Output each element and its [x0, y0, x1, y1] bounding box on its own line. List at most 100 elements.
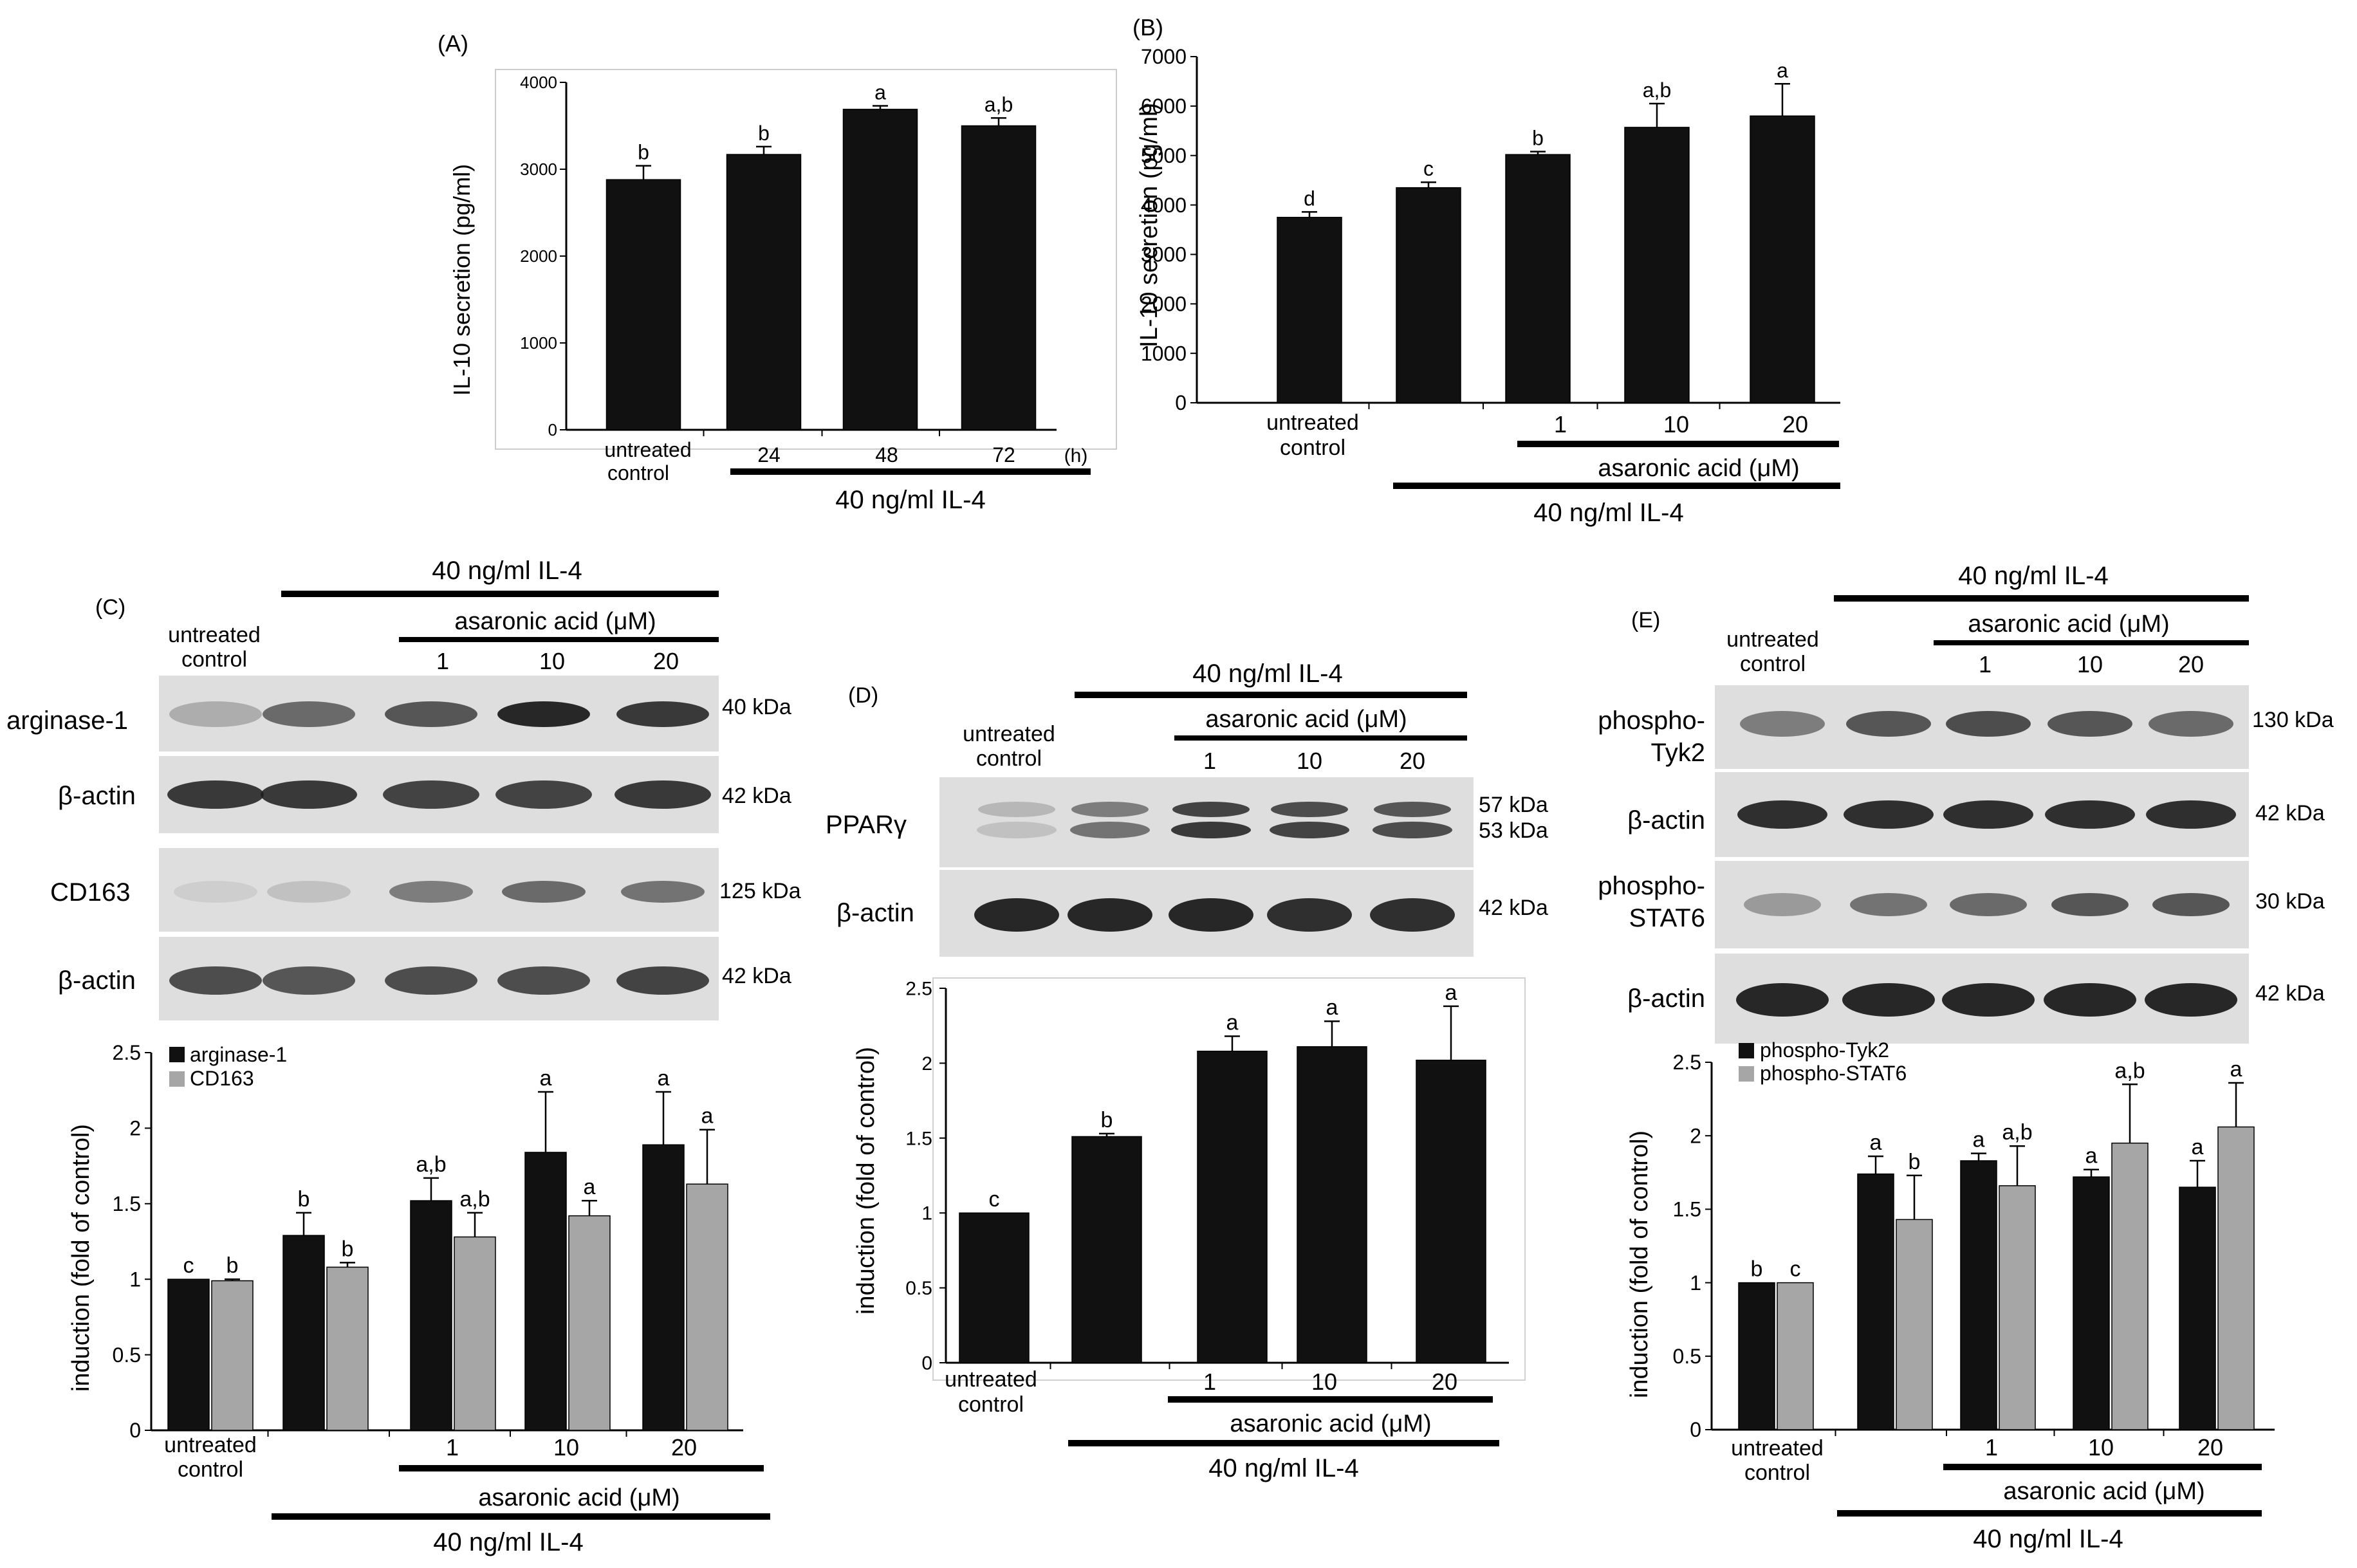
panel-e-row-stat6-line1: phospho- — [1598, 872, 1705, 900]
panel-b-ytick-label: 3000 — [1141, 243, 1187, 266]
panel-c-significance-letter: a — [584, 1175, 596, 1199]
panel-c-legend-arginase-swatch — [169, 1047, 185, 1062]
panel-e-significance-letter: a,b — [2002, 1120, 2032, 1145]
panel-e-actin-2-band — [1942, 983, 2035, 1017]
panel-e-stat6-band — [1744, 893, 1821, 916]
panel-b-significance-letter: d — [1304, 187, 1315, 210]
panel-c-bar — [282, 1235, 325, 1431]
panel-e-actin-1-band — [1737, 800, 1827, 829]
panel-b-conc-20: 20 — [1782, 411, 1808, 438]
panel-e-bar — [2073, 1176, 2110, 1430]
panel-b-ytick-label: 0 — [1175, 391, 1187, 414]
panel-c-cd163-band — [621, 881, 705, 903]
panel-e-actin-1-band — [1844, 800, 1934, 829]
panel-a-hour-24: 24 — [757, 443, 781, 466]
panel-c-actin-1-band — [495, 780, 592, 809]
panel-c-x-20: 20 — [671, 1434, 697, 1461]
panel-e-bar — [2111, 1142, 2149, 1430]
panel-c-actin-2-band — [263, 966, 355, 995]
panel-e-actin-1-band — [2146, 800, 2236, 829]
panel-e-blot-tyk2 — [1715, 685, 2249, 769]
panel-d-il4-bar — [1075, 692, 1467, 698]
panel-c-blot-cd163 — [159, 848, 719, 932]
panel-e-asaronic-label: asaronic acid (μM) — [1968, 611, 2169, 638]
panel-a-significance-letter: b — [638, 141, 649, 164]
panel-e-x-asaronic-bar — [1943, 1464, 2262, 1470]
panel-d-x-20: 20 — [1432, 1369, 1457, 1395]
panel-c-actin-2-band — [385, 966, 477, 995]
panel-c-x-asaronic-bar — [399, 1465, 764, 1471]
panel-c-arginase-band — [169, 701, 262, 727]
panel-c-kda-125: 125 kDa — [719, 879, 801, 903]
panel-c-kda-42b: 42 kDa — [722, 964, 791, 988]
panel-c-il4-bar — [281, 591, 719, 597]
panel-a-ytick-label: 2000 — [520, 246, 557, 266]
panel-e-significance-letter: a — [2085, 1144, 2098, 1168]
panel-e-tyk2-band — [1846, 711, 1931, 737]
panel-a-hour-unit: (h) — [1064, 445, 1088, 466]
panel-d-ppar-band — [1070, 822, 1150, 838]
panel-c-x-untreated-line2: control — [178, 1457, 243, 1482]
panel-e-bar — [2217, 1126, 2255, 1430]
panel-d-x-asaronic-label: asaronic acid (μM) — [1230, 1410, 1431, 1437]
panel-c-asaronic-label: asaronic acid (μM) — [454, 608, 656, 635]
panel-c-bar — [167, 1278, 210, 1431]
panel-d-x-1: 1 — [1203, 1369, 1216, 1395]
panel-d-significance-letter: b — [1101, 1108, 1113, 1132]
panel-c-significance-letter: a — [658, 1066, 670, 1091]
panel-a-untreated-line2: control — [607, 461, 669, 484]
panel-d-row-actin: β-actin — [837, 899, 914, 927]
panel-e-tyk2-band — [1946, 711, 2031, 737]
panel-c-row-arginase: arginase-1 — [6, 706, 128, 735]
panel-d-actin-band — [1370, 898, 1455, 932]
panel-e-kda-130: 130 kDa — [2252, 708, 2334, 732]
panel-d-x-untreated-line1: untreated — [945, 1367, 1037, 1392]
panel-d-ytick-label: 0.5 — [905, 1278, 932, 1299]
panel-a-bar — [842, 109, 918, 430]
panel-c-label: (C) — [95, 595, 125, 620]
panel-e-significance-letter: b — [1909, 1150, 1921, 1174]
panel-b-conc-10: 10 — [1663, 411, 1689, 438]
panel-d-row-ppar: PPARγ — [826, 811, 907, 839]
panel-e-row-actin-1: β-actin — [1627, 806, 1705, 835]
panel-c-cd163-band — [502, 881, 586, 903]
panel-d-ylabel: induction (fold of control) — [853, 1047, 880, 1314]
panel-e-tyk2-band — [2047, 711, 2132, 737]
panel-e-legend-tyk2-swatch — [1739, 1043, 1754, 1058]
panel-b-bar — [1750, 115, 1815, 403]
panel-b-bar — [1277, 217, 1342, 403]
panel-e-il4-bar — [1834, 595, 2249, 602]
panel-e-ytick-label: 1.5 — [1673, 1198, 1701, 1221]
panel-c-kda-42a: 42 kDa — [722, 784, 791, 808]
panel-e-lane-10: 10 — [2077, 651, 2103, 678]
panel-e-row-stat6-line2: STAT6 — [1629, 904, 1705, 932]
panel-c-actin-1-band — [167, 780, 264, 809]
panel-c-x-10: 10 — [553, 1434, 579, 1461]
panel-d-untreated-line1: untreated — [963, 722, 1055, 746]
panel-d-bar — [1071, 1136, 1142, 1363]
panel-e-legend-stat6-swatch — [1739, 1066, 1754, 1082]
panel-e-significance-letter: a — [1973, 1128, 1985, 1152]
panel-c-significance-letter: a — [540, 1066, 552, 1091]
panel-e-untreated-line1: untreated — [1726, 627, 1819, 652]
panel-a-bar — [605, 179, 681, 430]
panel-e-kda-42b: 42 kDa — [2255, 981, 2325, 1006]
panel-c-ytick-label: 1.5 — [113, 1192, 141, 1215]
panel-d-bar — [1197, 1051, 1268, 1363]
panel-c-x-il4-bar — [272, 1513, 770, 1520]
panel-c-arginase-band — [497, 701, 590, 727]
panel-c-significance-letter: b — [226, 1253, 239, 1278]
panel-c-arginase-band — [263, 701, 355, 727]
panel-b-bar — [1396, 187, 1461, 403]
panel-b-bar — [1624, 127, 1690, 403]
panel-e-x-untreated-line2: control — [1744, 1461, 1810, 1485]
panel-e-x-il4-label: 40 ng/ml IL-4 — [1973, 1525, 2123, 1553]
panel-d-actin-band — [1267, 898, 1352, 932]
panel-d-x-il4-bar — [1068, 1440, 1499, 1446]
panel-c-blot-actin-1 — [159, 756, 719, 833]
panel-d-asaronic-label: asaronic acid (μM) — [1205, 706, 1407, 733]
panel-c-bar — [524, 1152, 567, 1431]
panel-a-ytick-label: 0 — [548, 420, 557, 439]
panel-c-row-cd163: CD163 — [50, 878, 131, 907]
panel-e-stat6-band — [2051, 893, 2129, 916]
